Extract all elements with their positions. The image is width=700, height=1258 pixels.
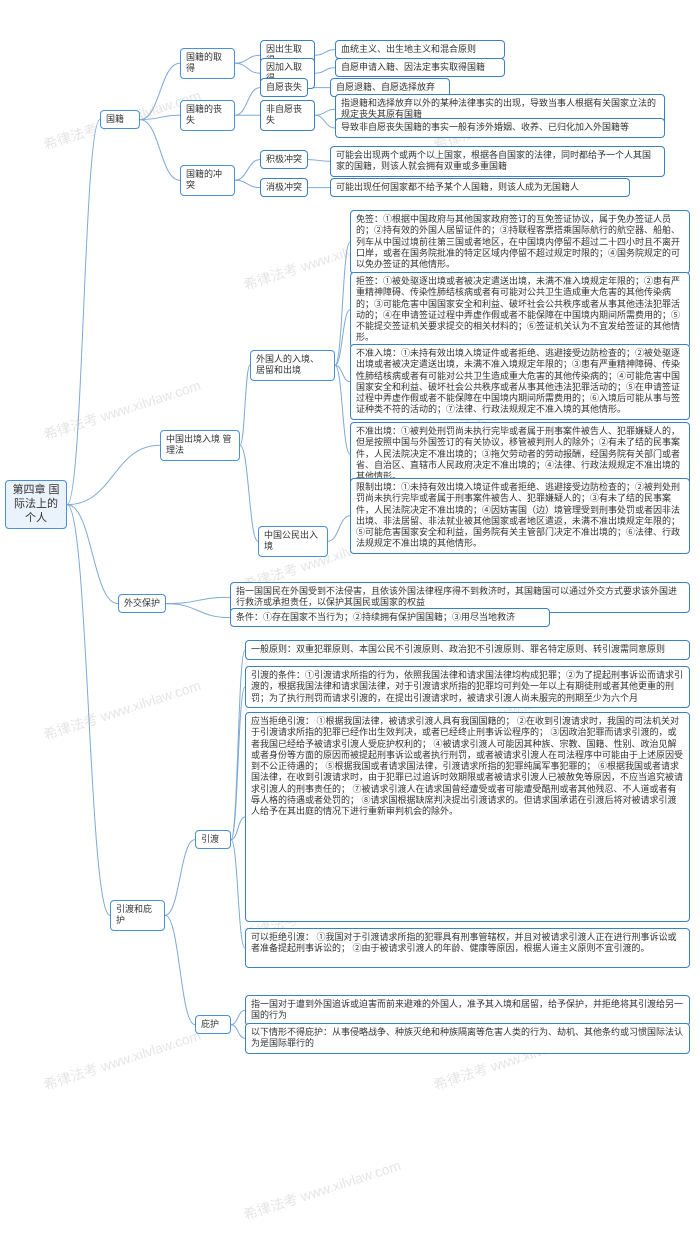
node-entry_for: 外国人的入境、 居留和出境 — [250, 350, 335, 381]
node-gj_get: 国籍的取得 — [180, 48, 235, 79]
node-ef3: 不准入境：①未持有效出境入境证件或者拒绝、逃避接受边防检查的；②被处驱逐出境或者… — [350, 344, 690, 420]
node-diplo: 外交保护 — [118, 594, 166, 613]
node-entry: 中国出境入境 管理法 — [160, 430, 240, 461]
node-ef4: 不准出境：①被判处刑罚尚未执行完毕或者属于刑事案件被告人、犯罪嫌疑人的，但是按照… — [350, 422, 690, 486]
node-gj_conf2d: 可能出现任何国家都不给予某个人国籍，则该人成为无国籍人 — [330, 178, 630, 197]
node-bh2: 以下情形不得庇护：从事侵略战争、种族灭绝和种族隔离等危害人类的行为、劫机、其他条… — [245, 1023, 690, 1054]
node-yd4: 可以拒绝引渡： ①我国对于引渡请求所指的犯罪具有刑事管辖权，并且对被请求引渡人正… — [245, 928, 690, 968]
node-ef1: 免签：①根据中国政府与其他国家政府签订的互免签证协议，属于免办签证人员的；②持有… — [350, 210, 690, 274]
watermark: 希律法考 www.xilvlaw.com — [41, 675, 203, 745]
node-ef2: 拒签：①被处驱逐出境或者被决定遣送出境，未满不准入境规定年限的；②患有严重精神障… — [350, 272, 690, 348]
node-gj_loss2b: 导致非自愿丧失国籍的事实一般有涉外婚姻、收养、已归化加入外国籍等 — [335, 118, 665, 138]
node-gj_get2d: 自愿申请入籍、因法定事实取得国籍 — [335, 58, 505, 77]
node-gj_conf1: 积极冲突 — [260, 150, 308, 169]
node-gj_conf1d: 可能会出现两个或两个以上国家，根据各自国家的法律，同时都给予一个人其国家的国籍，… — [330, 146, 665, 177]
node-gj_conf2: 消极冲突 — [260, 178, 308, 197]
node-yd3: 应当拒绝引渡： ①根据我国法律，被请求引渡人具有我国国籍的； ②在收到引渡请求时… — [245, 712, 690, 922]
node-bh: 庇护 — [195, 1015, 231, 1034]
node-yd2: 引渡的条件：①引渡请求所指的行为，依照我国法律和请求国法律均构成犯罪；②为了提起… — [245, 666, 690, 708]
node-yd1: 一般原则：双重犯罪原则、本国公民不引渡原则、政治犯不引渡原则、罪名特定原则、转引… — [245, 640, 690, 660]
node-gj_conf: 国籍的冲突 — [180, 165, 235, 196]
node-ec1: 限制出境：①未持有效出境入境证件或者拒绝、逃避接受边防检查的；②被判处刑罚尚未执… — [350, 478, 690, 554]
node-gj_loss: 国籍的丧失 — [180, 100, 235, 131]
node-dp2: 条件：①存在国家不当行为；②持续拥有保护国国籍；③用尽当地救济 — [230, 608, 550, 627]
node-yd: 引渡 — [195, 830, 231, 849]
node-gj_loss1: 自愿丧失 — [260, 78, 308, 97]
mindmap-canvas: 希律法考 www.xilvlaw.com 希律法考 www.xilvlaw.com… — [0, 0, 700, 1258]
watermark: 希律法考 www.xilvlaw.com — [41, 1025, 203, 1095]
node-gj_loss2: 非自愿丧失 — [260, 100, 315, 131]
node-root: 第四章 国际法上的个人 — [5, 480, 67, 529]
node-guoji: 国籍 — [100, 110, 140, 129]
node-yb: 引渡和庇护 — [110, 900, 165, 931]
node-gj_get1d: 血统主义、出生地主义和混合原则 — [335, 40, 505, 59]
watermark: 希律法考 www.xilvlaw.com — [241, 1155, 403, 1225]
node-bh1: 指一国对于遭到外国追诉或迫害而前来避难的外国人，准予其入境和居留，给予保护，并拒… — [245, 995, 690, 1026]
node-entry_cn: 中国公民出入境 — [258, 526, 328, 557]
